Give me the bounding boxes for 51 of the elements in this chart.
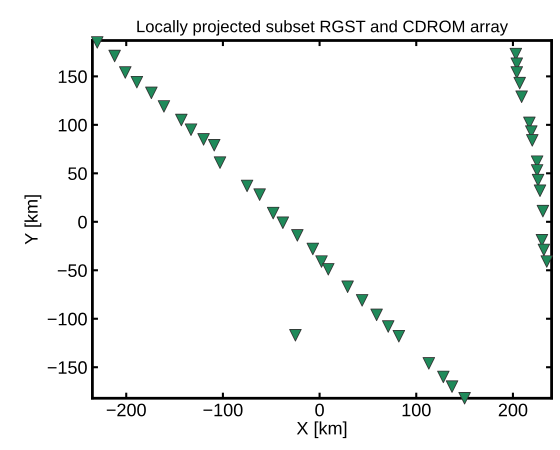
point xyxy=(130,76,144,88)
y-tick-label: 100 xyxy=(58,118,87,132)
point xyxy=(253,188,266,201)
point xyxy=(534,184,546,198)
y-axis-title: Y [km] xyxy=(24,195,42,244)
x-axis-title: X [km] xyxy=(296,421,346,438)
x-tick-label: 200 xyxy=(498,404,528,416)
x-tick-label: −200 xyxy=(106,404,146,416)
point xyxy=(536,204,550,218)
x-tick-label: −100 xyxy=(203,404,243,416)
point xyxy=(306,242,320,256)
point xyxy=(291,229,304,242)
point xyxy=(315,255,328,268)
point xyxy=(370,308,383,322)
point xyxy=(538,244,550,256)
point xyxy=(91,36,104,49)
point xyxy=(437,370,450,384)
point xyxy=(382,320,394,333)
point xyxy=(108,50,121,62)
point xyxy=(392,330,406,342)
point xyxy=(513,76,526,90)
y-tick-label: −150 xyxy=(48,361,87,374)
y-tick-label: 0 xyxy=(78,216,87,229)
x-tick-label: 100 xyxy=(402,404,431,416)
point xyxy=(266,206,280,220)
point xyxy=(145,86,158,100)
point xyxy=(322,263,335,276)
point xyxy=(214,156,226,169)
point xyxy=(526,134,538,147)
chart-title: Locally projected subset RGST and CDROM array xyxy=(137,20,508,36)
point xyxy=(208,138,220,152)
y-tick-label: 150 xyxy=(58,70,87,84)
point xyxy=(197,133,210,146)
point xyxy=(240,180,254,192)
point xyxy=(356,294,368,307)
point xyxy=(289,329,302,342)
point xyxy=(341,280,354,293)
point xyxy=(515,90,528,103)
point xyxy=(158,100,170,113)
x-tick-label: 0 xyxy=(315,404,324,416)
point xyxy=(119,66,132,79)
y-tick-label: −100 xyxy=(48,312,87,326)
point xyxy=(175,114,188,126)
y-tick-label: −50 xyxy=(58,264,87,277)
point xyxy=(540,255,553,268)
point xyxy=(184,123,198,136)
point xyxy=(422,357,436,370)
point xyxy=(458,392,471,404)
point xyxy=(446,380,458,393)
point xyxy=(276,216,290,229)
y-tick-label: 50 xyxy=(68,167,87,180)
